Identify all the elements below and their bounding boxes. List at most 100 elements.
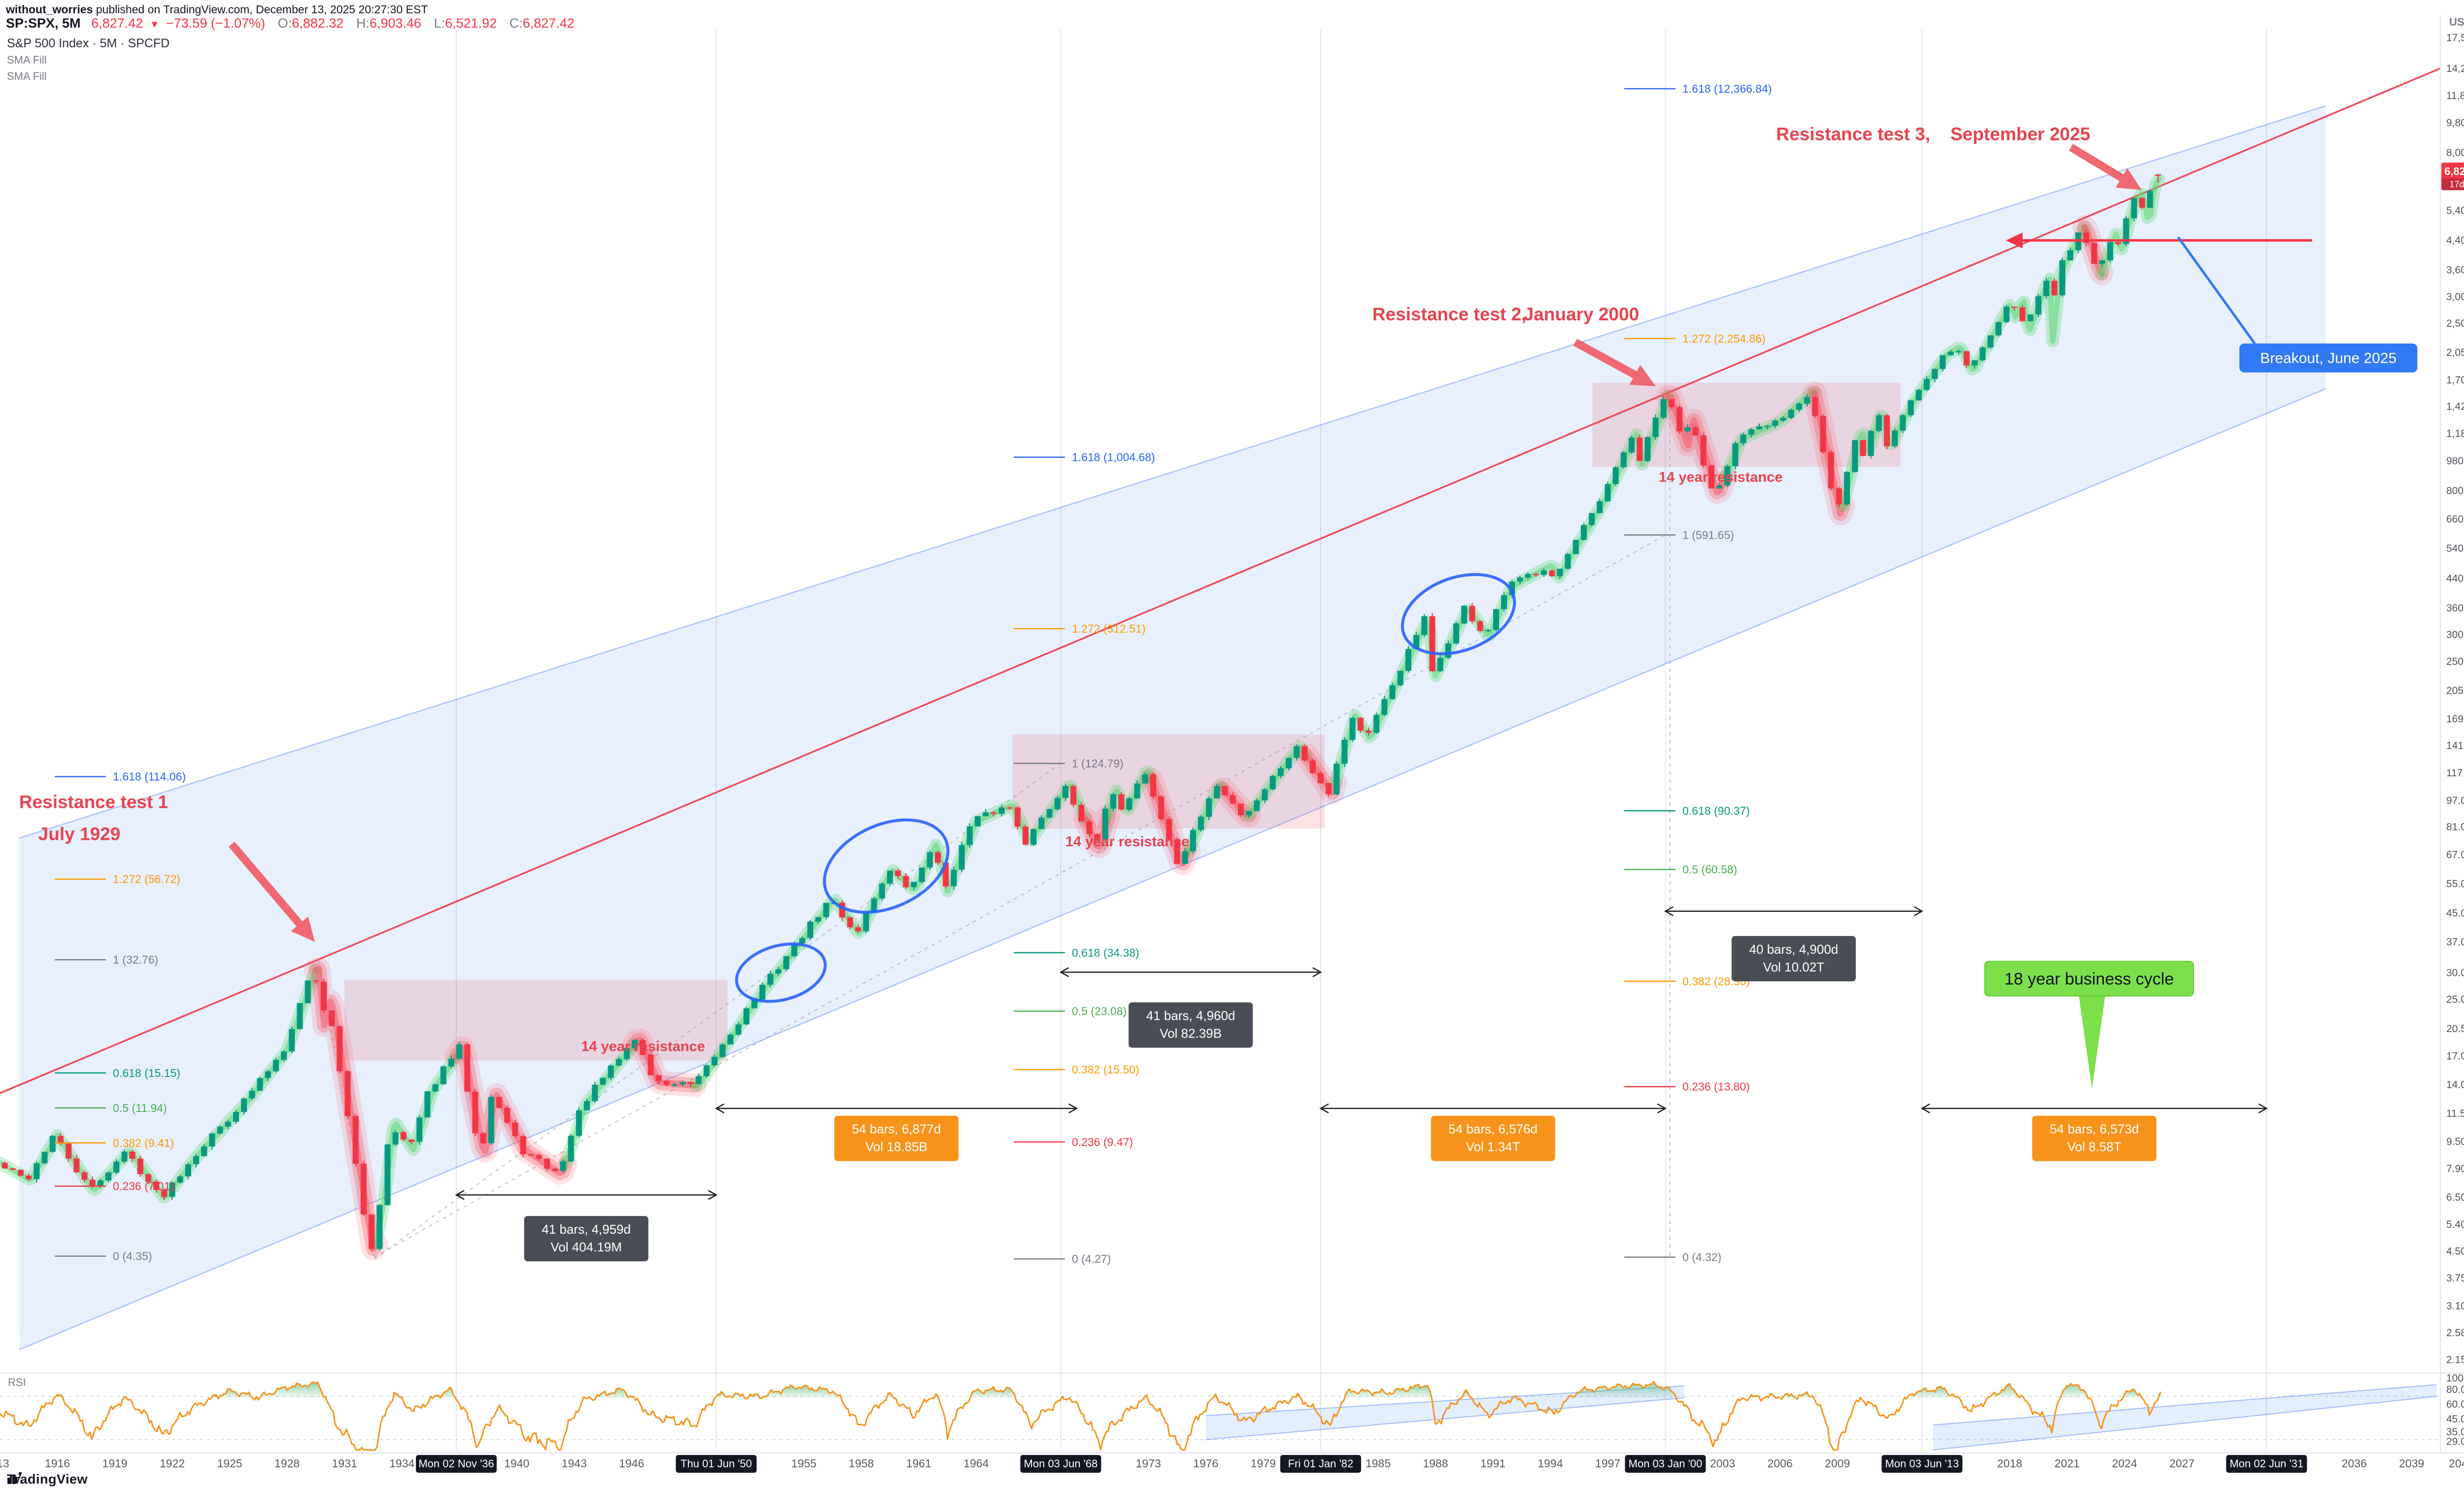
svg-text:0.5 (60.58): 0.5 (60.58) [1682,863,1737,876]
symbol-info-bar[interactable]: SP:SPX, 5M 6,827.42 ▼ −73.59 (−1.07%) O:… [6,16,583,31]
svg-text:September 2025: September 2025 [1951,124,2090,144]
low-label: L: [434,16,445,31]
time-axis[interactable]: 13 1916 1919 1922 1925 1928 1931 1934 1940 1943 19… [0,1455,2464,1473]
fib-retracement-fib-1929[interactable]: 1.618 (114.06) 1.272 (56.72) 1 (32.76) 0.61… [55,770,186,1263]
svg-text:2,050.00: 2,050.00 [2446,347,2464,358]
svg-text:Mon 02 Nov '36: Mon 02 Nov '36 [418,1457,494,1470]
last-price: 6,827.42 [91,16,143,31]
highlight-ellipses[interactable] [730,560,1526,1010]
resistance-test-labels: Resistance test 1 July 1929 Resistance tes… [19,124,2090,844]
resistance-zones[interactable] [344,382,1901,1061]
svg-text:1994: 1994 [1538,1457,1563,1470]
tradingview-logo-icon[interactable] [7,1472,23,1485]
business-cycle-callout[interactable]: 18 year business cycle [1984,961,2194,1089]
svg-text:1961: 1961 [906,1457,931,1470]
svg-text:14 year resistance: 14 year resistance [1659,469,1783,485]
svg-text:30.00: 30.00 [2446,967,2464,978]
last-price-badge[interactable]: 6,827.42 17d 20h [2441,162,2464,190]
svg-text:0.618 (90.37): 0.618 (90.37) [1682,804,1750,817]
svg-text:5,400.00: 5,400.00 [2446,205,2464,216]
svg-text:2006: 2006 [1767,1457,1792,1470]
change-direction-icon: ▼ [149,19,160,30]
svg-text:1.272 (312.51): 1.272 (312.51) [1072,622,1146,635]
svg-text:0.5 (23.08): 0.5 (23.08) [1072,1005,1127,1018]
svg-text:14,200.00: 14,200.00 [2446,63,2464,74]
svg-text:2021: 2021 [2054,1457,2080,1470]
svg-text:17d 20h: 17d 20h [2449,179,2464,189]
svg-text:6,827.42: 6,827.42 [2444,165,2464,177]
svg-text:Mon 03 Jan '00: Mon 03 Jan '00 [1629,1457,1703,1470]
svg-text:1991: 1991 [1480,1457,1506,1470]
chart-legend[interactable]: S&P 500 Index · 5M · SPCFD SMA Fill SMA … [7,35,170,84]
price-level-arrow[interactable] [2006,232,2312,248]
publisher-username: without_worries [6,3,93,16]
svg-text:7.90: 7.90 [2446,1163,2464,1175]
chart-legend-title[interactable]: S&P 500 Index · 5M · SPCFD [7,36,170,50]
svg-text:0.382 (15.50): 0.382 (15.50) [1072,1063,1139,1076]
publisher-line: without_worries published on TradingView… [6,3,428,16]
open-value: 6,882.32 [292,16,344,31]
svg-text:1.272 (2,254.86): 1.272 (2,254.86) [1682,332,1766,345]
svg-text:1.618 (12,366.84): 1.618 (12,366.84) [1682,82,1772,95]
footer: TradingView [7,1472,88,1487]
svg-text:3.10: 3.10 [2446,1300,2464,1312]
svg-text:360.00: 360.00 [2446,602,2464,614]
measure-tool-2[interactable]: 54 bars, 6,877d Vol 18.85B [715,1103,1078,1161]
svg-text:0.382 (9.41): 0.382 (9.41) [113,1137,174,1149]
svg-text:2009: 2009 [1825,1457,1850,1470]
close-value: 6,827.42 [522,16,575,31]
high-value: 6,903.46 [369,16,421,31]
resistance-test-arrows[interactable] [228,143,2142,942]
price-axis[interactable]: 17,500.00 14,200.00 11,800.00 9,800.00 8,000… [2440,15,2464,1453]
svg-text:1955: 1955 [791,1457,817,1470]
measure-tool-4[interactable]: 54 bars, 6,576d Vol 1.34T [1319,1103,1667,1161]
measure-tool-5[interactable]: 40 bars, 4,900d Vol 10.02T [1664,906,1923,982]
svg-text:0.618 (15.15): 0.618 (15.15) [113,1067,180,1079]
svg-text:Thu 01 Jun '50: Thu 01 Jun '50 [681,1457,752,1470]
svg-text:45.00: 45.00 [2446,1414,2464,1425]
svg-text:100.00: 100.00 [2446,1373,2464,1384]
fib-retracement-fib-2000[interactable]: 1.618 (12,366.84) 1.272 (2,254.86) 1 (591.… [1624,82,1772,1264]
svg-text:4.50: 4.50 [2446,1246,2464,1257]
svg-text:1.618 (114.06): 1.618 (114.06) [113,770,186,783]
parallel-channel-drawing[interactable] [19,105,2326,1350]
open-label: O: [277,16,292,31]
svg-text:14 year resistance: 14 year resistance [1065,834,1190,850]
svg-text:0.236 (13.80): 0.236 (13.80) [1682,1080,1750,1093]
svg-text:Vol 82.39B: Vol 82.39B [1160,1026,1222,1041]
indicator-sma-fill-2[interactable]: SMA Fill [7,70,47,82]
svg-text:0 (4.27): 0 (4.27) [1072,1252,1111,1265]
svg-text:9.50: 9.50 [2446,1136,2464,1147]
svg-text:1931: 1931 [332,1457,357,1470]
svg-text:3,600.00: 3,600.00 [2446,265,2464,276]
svg-text:80.00: 80.00 [2446,1384,2464,1395]
svg-text:1,700.00: 1,700.00 [2446,375,2464,386]
svg-text:Vol 1.34T: Vol 1.34T [1466,1140,1520,1154]
svg-text:29.00: 29.00 [2446,1436,2464,1447]
measure-tool-1[interactable]: 41 bars, 4,959d Vol 404.19M [455,1190,718,1262]
svg-text:0.236 (9.47): 0.236 (9.47) [1072,1136,1133,1148]
svg-text:41 bars, 4,959d: 41 bars, 4,959d [542,1222,631,1237]
svg-text:800.00: 800.00 [2446,485,2464,496]
svg-text:980.00: 980.00 [2446,455,2464,467]
svg-text:4,400.00: 4,400.00 [2446,235,2464,246]
svg-text:6.50: 6.50 [2446,1192,2464,1203]
indicator-sma-fill-1[interactable]: SMA Fill [7,54,47,66]
svg-text:1925: 1925 [217,1457,242,1470]
fib-retracement-fib-1968[interactable]: 1.618 (1,004.68) 1.272 (312.51) 1 (124.79)… [1013,451,1155,1265]
svg-text:54 bars, 6,573d: 54 bars, 6,573d [2050,1122,2139,1137]
svg-text:1934: 1934 [389,1457,414,1470]
measure-tool-6[interactable]: 54 bars, 6,573d Vol 8.58T [1920,1103,2268,1161]
svg-text:250.00: 250.00 [2446,656,2464,667]
svg-text:Mon 03 Jun '68: Mon 03 Jun '68 [1024,1457,1098,1470]
publisher-text: published on TradingView.com, December 1… [93,3,428,16]
breakout-callout[interactable]: Breakout, June 2025 [2177,236,2418,373]
rsi-indicator-label[interactable]: RSI [8,1376,26,1388]
svg-text:2.15: 2.15 [2446,1354,2464,1365]
svg-text:1976: 1976 [1193,1457,1218,1470]
svg-text:Vol 404.19M: Vol 404.19M [550,1240,622,1254]
measure-tool-3[interactable]: 41 bars, 4,960d Vol 82.39B [1059,967,1322,1048]
symbol-name[interactable]: SP:SPX, 5M [6,16,81,31]
